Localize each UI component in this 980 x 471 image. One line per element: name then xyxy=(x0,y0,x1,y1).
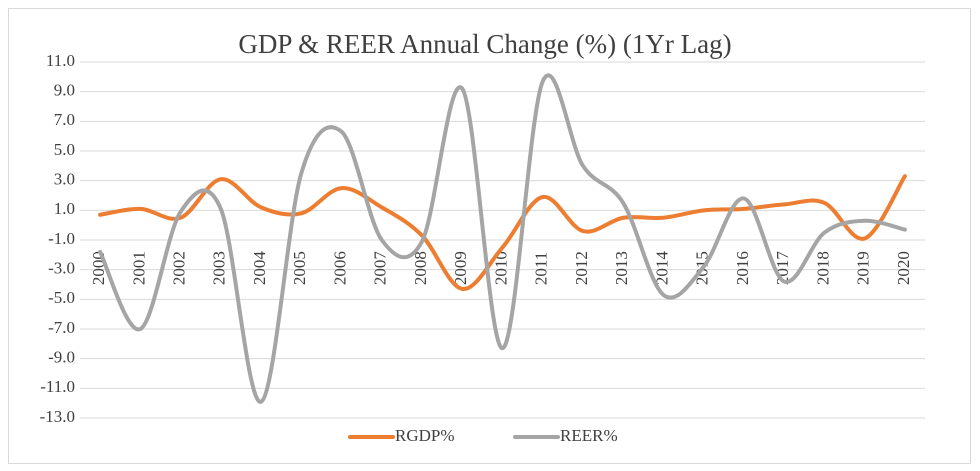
x-tick-label: 2014 xyxy=(652,251,671,286)
x-tick-label: 2012 xyxy=(572,251,591,285)
series-line xyxy=(98,174,907,291)
x-tick-label: 2002 xyxy=(170,251,189,285)
y-tick-label: -5.0 xyxy=(48,288,75,307)
y-tick-label: 1.0 xyxy=(54,199,75,218)
x-tick-label: 2016 xyxy=(733,251,752,285)
y-tick-label: 9.0 xyxy=(54,81,75,100)
legend-label: REER% xyxy=(560,426,618,445)
x-tick-label: 2009 xyxy=(451,251,470,285)
y-tick-label: -9.0 xyxy=(48,348,75,367)
x-tick-label: 2011 xyxy=(532,252,551,285)
legend-label: RGDP% xyxy=(395,426,455,445)
y-tick-label: 11.0 xyxy=(46,51,75,70)
chart-title: GDP & REER Annual Change (%) (1Yr Lag) xyxy=(238,29,731,59)
y-tick-label: -1.0 xyxy=(48,229,75,248)
x-tick-label: 2003 xyxy=(210,251,229,285)
x-tick-label: 2019 xyxy=(854,251,873,285)
y-tick-label: -3.0 xyxy=(48,259,75,278)
y-tick-label: 7.0 xyxy=(54,110,75,129)
y-tick-label: -7.0 xyxy=(48,318,75,337)
chart-border xyxy=(8,8,971,464)
x-tick-label: 2008 xyxy=(411,251,430,285)
x-tick-label: 2013 xyxy=(612,251,631,285)
y-tick-label: -11.0 xyxy=(40,377,75,396)
x-tick-label: 2001 xyxy=(129,251,148,285)
x-tick-label: 2010 xyxy=(491,251,510,285)
y-tick-label: 5.0 xyxy=(54,140,75,159)
y-tick-label: 3.0 xyxy=(54,170,75,189)
x-tick-label: 2004 xyxy=(250,251,269,286)
x-tick-label: 2006 xyxy=(330,251,349,285)
y-tick-label: -13.0 xyxy=(40,407,75,426)
x-tick-label: 2005 xyxy=(290,251,309,285)
x-tick-label: 2018 xyxy=(813,251,832,285)
x-tick-label: 2007 xyxy=(371,251,390,286)
x-tick-label: 2020 xyxy=(894,251,913,285)
series-line xyxy=(98,73,907,404)
